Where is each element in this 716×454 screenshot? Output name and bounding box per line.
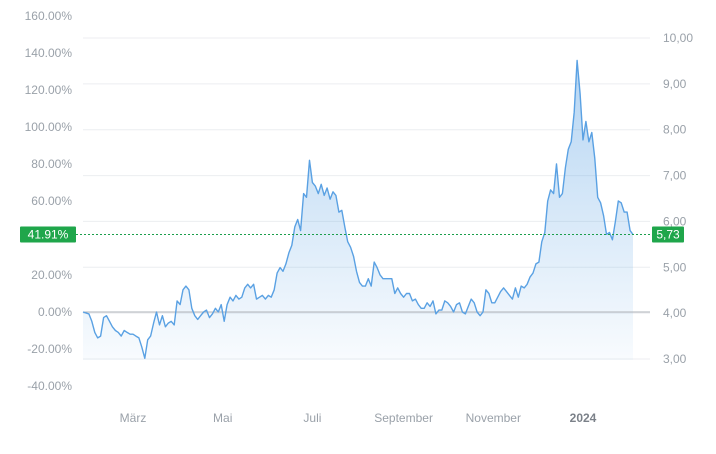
right-tick-label: 10,00 [663,31,693,45]
left-tick-label: -40.00% [27,379,72,393]
left-tick-label: 20.00% [31,268,72,282]
x-tick-label: Juli [303,411,321,425]
right-tick-label: 6,00 [663,214,687,228]
x-tick-label: 2024 [570,411,597,425]
left-tick-label: 120.00% [25,83,73,97]
series-area [83,60,633,361]
left-tick-label: 80.00% [31,157,72,171]
left-tick-label: -20.00% [27,342,72,356]
left-axis: 160.00% 140.00% 120.00% 100.00% 80.00% 60.00%… [25,9,73,393]
right-tick-label: 4,00 [663,306,687,320]
right-axis: 10,00 9,00 8,00 7,00 6,00 5,00 4,00 3,00 [663,31,693,366]
right-tick-label: 5,00 [663,260,687,274]
current-percent-badge: 41.91% [20,226,76,243]
x-tick-label: März [120,411,147,425]
left-tick-label: 140.00% [25,46,73,60]
current-price-badge: 5,73 [652,226,684,243]
current-price-label: 5,73 [656,228,680,242]
left-tick-label: 100.00% [25,120,73,134]
left-tick-label: 60.00% [31,194,72,208]
right-tick-label: 3,00 [663,352,687,366]
right-tick-label: 7,00 [663,169,687,183]
x-axis: März Mai Juli September November 2024 [120,411,597,425]
x-tick-label: Mai [213,411,232,425]
right-tick-label: 9,00 [663,77,687,91]
series-line [82,59,634,359]
current-percent-label: 41.91% [28,228,69,242]
x-tick-label: September [374,411,433,425]
x-tick-label: November [466,411,521,425]
left-tick-label: 0.00% [38,305,72,319]
left-tick-label: 160.00% [25,9,73,23]
right-tick-label: 8,00 [663,123,687,137]
